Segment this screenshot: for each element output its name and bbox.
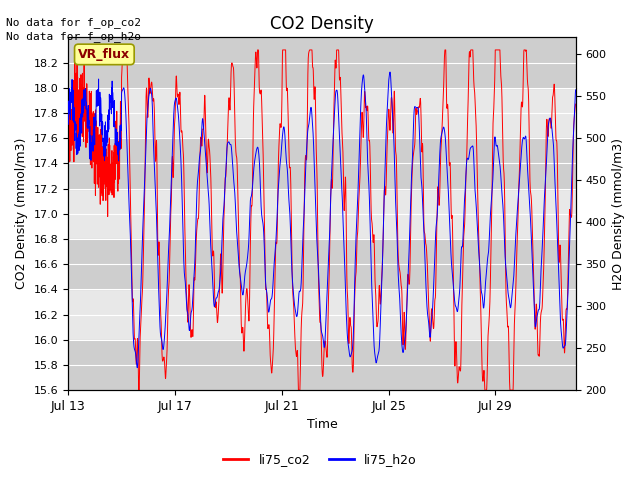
Y-axis label: CO2 Density (mmol/m3): CO2 Density (mmol/m3) <box>15 138 28 289</box>
Text: No data for f_op_co2: No data for f_op_co2 <box>6 17 141 28</box>
Text: VR_flux: VR_flux <box>78 48 131 61</box>
Bar <box>68 138 575 189</box>
Bar <box>68 340 575 390</box>
Legend: li75_co2, li75_h2o: li75_co2, li75_h2o <box>218 448 422 471</box>
Bar <box>68 37 575 88</box>
X-axis label: Time: Time <box>307 419 337 432</box>
Bar <box>68 239 575 289</box>
Text: No data for f_op_h2o: No data for f_op_h2o <box>6 31 141 42</box>
Title: CO2 Density: CO2 Density <box>270 15 374 33</box>
Y-axis label: H2O Density (mmol/m3): H2O Density (mmol/m3) <box>612 138 625 290</box>
